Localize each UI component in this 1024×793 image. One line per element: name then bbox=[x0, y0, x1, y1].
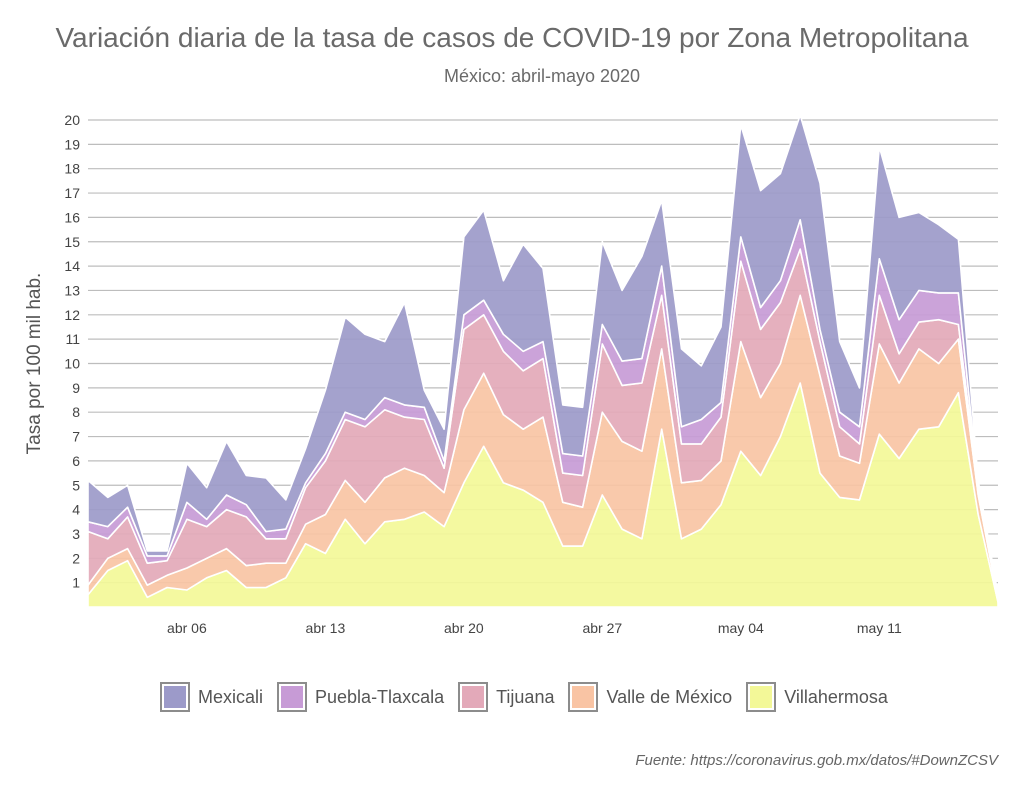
x-tick-label: abr 06 bbox=[167, 620, 207, 636]
legend-item-puebla-tlaxcala[interactable]: Puebla-Tlaxcala bbox=[277, 682, 444, 712]
swatch-fill bbox=[281, 686, 304, 708]
legend-swatch-valle-de-mexico bbox=[568, 682, 599, 712]
y-tick-label: 5 bbox=[72, 477, 80, 493]
x-tick-label: abr 13 bbox=[306, 620, 346, 636]
x-tick-label: abr 27 bbox=[582, 620, 622, 636]
legend: Mexicali Puebla-Tlaxcala Tijuana Valle d… bbox=[160, 682, 902, 712]
chart-title: Variación diaria de la tasa de casos de … bbox=[55, 22, 969, 53]
x-tick-label: may 04 bbox=[718, 620, 764, 636]
chart-subtitle: México: abril-mayo 2020 bbox=[443, 66, 641, 86]
swatch-fill bbox=[572, 686, 595, 708]
legend-item-tijuana[interactable]: Tijuana bbox=[458, 682, 554, 712]
legend-swatch-tijuana bbox=[458, 682, 489, 712]
area-layer bbox=[87, 114, 999, 608]
legend-label-tijuana: Tijuana bbox=[496, 686, 555, 707]
y-tick-label: 17 bbox=[64, 185, 80, 201]
y-tick-label: 4 bbox=[72, 502, 80, 518]
y-tick-label: 9 bbox=[72, 380, 80, 396]
y-tick-label: 16 bbox=[64, 209, 80, 225]
y-tick-label: 11 bbox=[65, 331, 80, 347]
y-tick-label: 10 bbox=[64, 356, 80, 372]
y-tick-label: 20 bbox=[64, 112, 80, 128]
source-note: Fuente: https://coronavirus.gob.mx/datos… bbox=[635, 752, 998, 769]
legend-swatch-mexicali bbox=[160, 682, 190, 712]
legend-swatch-puebla-tlaxcala bbox=[277, 682, 308, 712]
legend-swatch-villahermosa bbox=[746, 682, 777, 712]
y-axis-title: Tasa por 100 mil hab. bbox=[24, 273, 45, 455]
y-tick-label: 3 bbox=[72, 526, 80, 542]
y-tick-label: 15 bbox=[64, 234, 80, 250]
legend-label-valle-de-mexico: Valle de México bbox=[606, 686, 733, 707]
legend-item-valle-de-mexico[interactable]: Valle de México bbox=[568, 682, 732, 712]
y-tick-label: 6 bbox=[72, 453, 80, 469]
legend-label-villahermosa: Villahermosa bbox=[784, 686, 888, 707]
legend-label-puebla-tlaxcala: Puebla-Tlaxcala bbox=[315, 686, 445, 707]
swatch-fill bbox=[462, 686, 485, 708]
legend-item-villahermosa[interactable]: Villahermosa bbox=[746, 682, 888, 712]
x-tick-label: abr 20 bbox=[444, 620, 484, 636]
y-tick-label: 19 bbox=[64, 136, 80, 152]
y-tick-label: 2 bbox=[72, 550, 80, 566]
y-tick-label: 8 bbox=[72, 404, 80, 420]
y-tick-label: 12 bbox=[64, 307, 80, 323]
legend-item-mexicali[interactable]: Mexicali bbox=[160, 682, 263, 712]
swatch-fill bbox=[164, 686, 186, 708]
legend-label-mexicali: Mexicali bbox=[198, 686, 264, 707]
y-tick-label: 7 bbox=[72, 429, 80, 445]
y-tick-label: 13 bbox=[64, 282, 80, 298]
y-tick-label: 18 bbox=[64, 161, 80, 177]
y-tick-label: 14 bbox=[64, 258, 80, 274]
swatch-fill bbox=[750, 686, 773, 708]
y-tick-label: 1 bbox=[72, 575, 80, 591]
area-series-mexicali bbox=[87, 114, 999, 599]
x-tick-label: may 11 bbox=[857, 620, 902, 636]
